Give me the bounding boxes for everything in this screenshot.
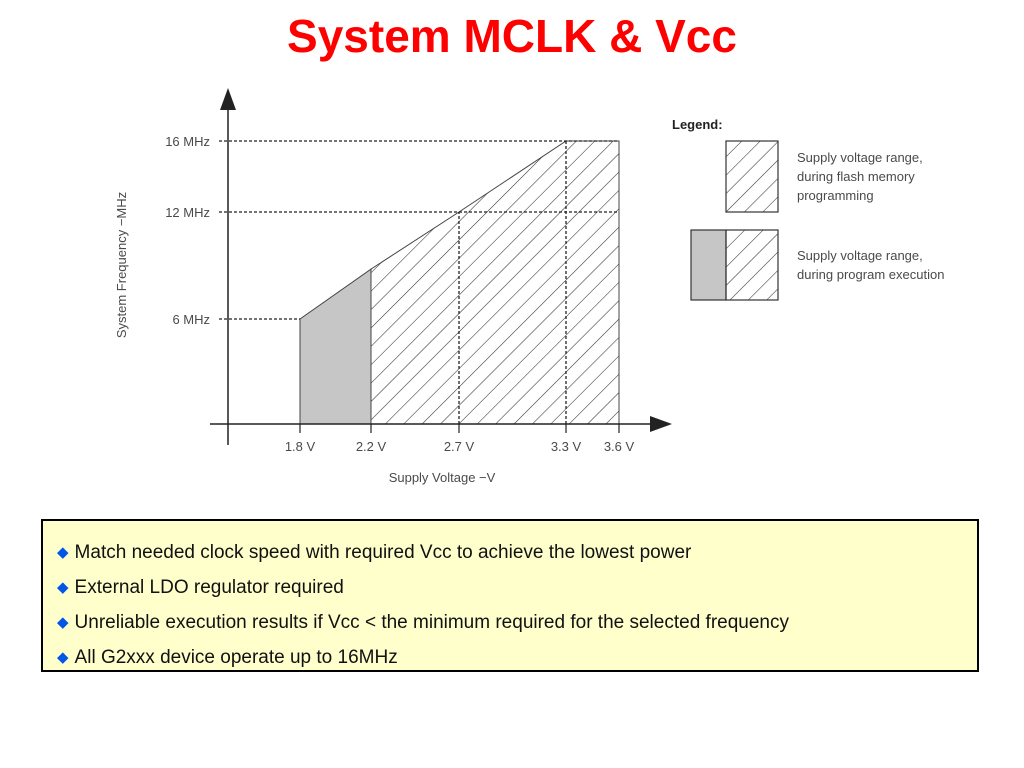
y-tick-label: 16 MHz xyxy=(165,134,210,149)
legend-title: Legend: xyxy=(672,117,723,132)
bullet-text: All G2xxx device operate up to 16MHz xyxy=(74,647,398,668)
legend-label-execution: during program execution xyxy=(797,267,944,282)
bullet-text: External LDO regulator required xyxy=(74,577,344,598)
y-tick-label: 6 MHz xyxy=(172,312,210,327)
flash-programming-region xyxy=(370,140,620,425)
x-tick-label: 1.8 V xyxy=(285,439,316,454)
legend-swatch-execution-solid xyxy=(690,229,727,301)
chart-legend: Legend: Supply voltage range, during flash… xyxy=(672,117,944,301)
x-axis-arrow-icon xyxy=(650,416,672,432)
diamond-bullet-icon: ◆ xyxy=(57,544,69,561)
program-execution-region xyxy=(299,268,372,425)
slide-title: System MCLK & Vcc xyxy=(287,10,737,62)
x-tick-label: 3.3 V xyxy=(551,439,582,454)
legend-swatch-execution-hatched xyxy=(725,229,779,301)
diamond-bullet-icon: ◆ xyxy=(57,649,69,666)
bullet-text: Match needed clock speed with required V… xyxy=(74,542,692,563)
y-tick-label: 12 MHz xyxy=(165,205,210,220)
bullet-text: Unreliable execution results if Vcc < th… xyxy=(74,612,789,633)
diamond-bullet-icon: ◆ xyxy=(57,579,69,596)
x-tick-label: 2.7 V xyxy=(444,439,475,454)
notes-box: ◆ Match needed clock speed with required … xyxy=(41,519,979,672)
bullet-item: ◆ Unreliable execution results if Vcc < t… xyxy=(57,605,977,640)
y-axis-arrow-icon xyxy=(220,88,236,110)
x-tick-label: 2.2 V xyxy=(356,439,387,454)
legend-swatch-flash xyxy=(725,140,779,213)
y-axis-label: System Frequency −MHz xyxy=(114,192,129,338)
frequency-voltage-chart: 1.8 V 2.2 V 2.7 V 3.3 V 3.6 V 6 MHz 12 MHz 16 M… xyxy=(114,88,944,485)
chart-plot-area: 1.8 V 2.2 V 2.7 V 3.3 V 3.6 V 6 MHz 12 MHz 16 M… xyxy=(114,88,672,485)
legend-label-flash: Supply voltage range, xyxy=(797,150,923,165)
legend-label-flash: programming xyxy=(797,188,874,203)
bullet-item: ◆ All G2xxx device operate up to 16MHz xyxy=(57,640,977,675)
x-tick-label: 3.6 V xyxy=(604,439,635,454)
bullet-item: ◆ External LDO regulator required xyxy=(57,570,977,605)
legend-label-flash: during flash memory xyxy=(797,169,915,184)
x-axis-label: Supply Voltage −V xyxy=(389,470,496,485)
legend-label-execution: Supply voltage range, xyxy=(797,248,923,263)
diamond-bullet-icon: ◆ xyxy=(57,614,69,631)
bullet-item: ◆ Match needed clock speed with required … xyxy=(57,535,977,570)
